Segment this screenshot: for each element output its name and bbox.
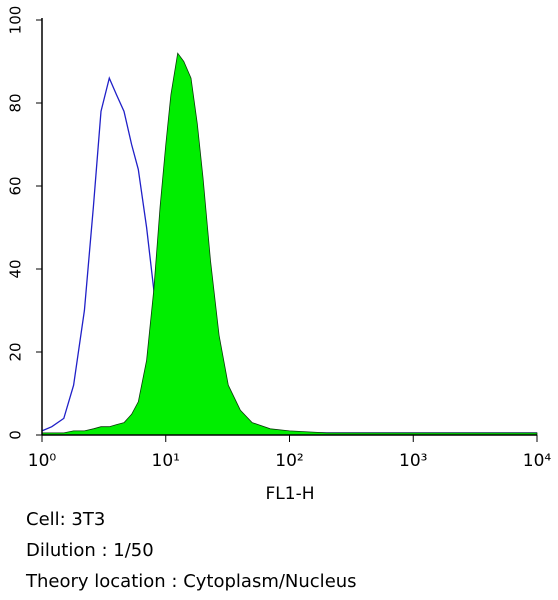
y-tick-label: 100 bbox=[7, 6, 25, 35]
x-tick-label: 10⁴ bbox=[523, 451, 552, 471]
y-tick-label: 0 bbox=[7, 430, 25, 440]
y-tick-label: 60 bbox=[7, 176, 25, 195]
annotation: Theory location : Cytoplasm/Nucleus bbox=[25, 571, 357, 592]
x-tick-label: 10³ bbox=[399, 451, 427, 471]
histogram-line bbox=[41, 76, 537, 434]
x-tick-label: 10² bbox=[275, 451, 303, 471]
y-tick-label: 40 bbox=[7, 259, 25, 278]
x-tick-label: 10⁰ bbox=[28, 451, 57, 471]
x-axis-label: FL1-H bbox=[266, 484, 315, 504]
y-tick-label: 80 bbox=[7, 93, 25, 112]
annotation: Cell: 3T3 bbox=[26, 509, 105, 530]
x-tick-label: 10¹ bbox=[152, 451, 180, 471]
histogram-area bbox=[41, 52, 538, 436]
y-tick-label: 20 bbox=[7, 342, 25, 361]
annotation: Dilution : 1/50 bbox=[26, 540, 154, 561]
